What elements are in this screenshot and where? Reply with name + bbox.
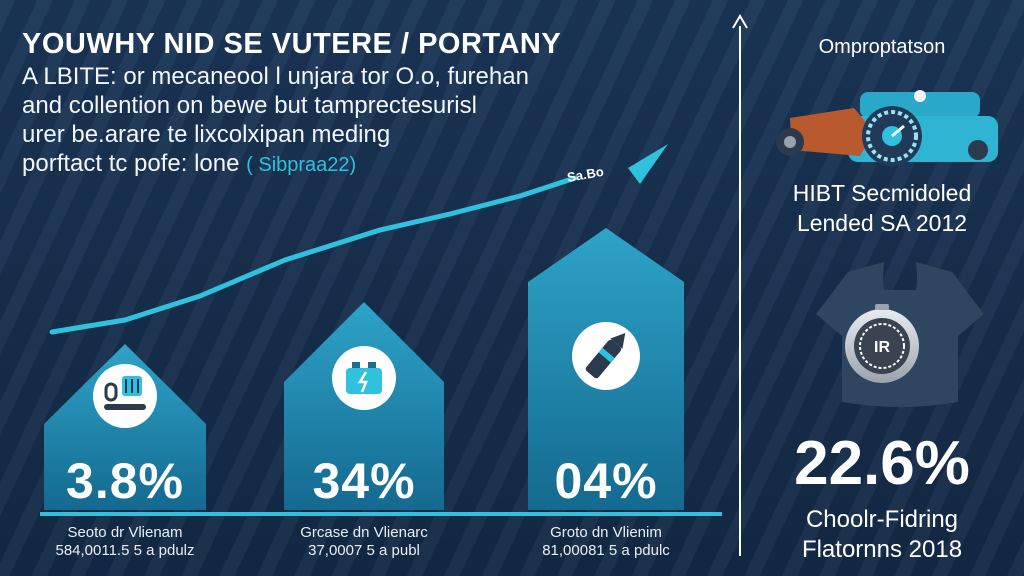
side-subtitle: HIBT Secmidoled Lended SA 2012 [740, 178, 1024, 238]
divider-arrow-icon [732, 14, 748, 29]
headline: YOUWHY NID SE VUTERE / PORTANY [22, 28, 562, 60]
intro-line-4: porftact tc pofe: lone ( Sibpraa22) [22, 149, 662, 180]
card-2-caption-line-2: 37,0007 5 a publ [308, 542, 420, 559]
card-1-percent: 3.8% [66, 453, 184, 509]
trend-line [49, 175, 578, 335]
card-1-caption: Seoto dr Vlienam 584,0011.5 5 a pdulz [25, 524, 225, 560]
intro-line-3: urer be.arare te lixcolxipan meding [22, 121, 391, 148]
side-subtitle-line-2: Lended SA 2012 [796, 210, 968, 236]
side-footer-line-2: Flatornns 2018 [801, 536, 963, 563]
badge-text: IR [874, 339, 890, 356]
trend-label: Sa.Bo [566, 164, 605, 185]
pen-icon [572, 322, 640, 390]
card-2-caption: Grcase dn Vlienarc 37,0007 5 a publ [264, 524, 464, 560]
side-title: Omproptatson [818, 36, 946, 58]
intro-line-2: and collention on bewe but tamprectesuri… [22, 92, 477, 119]
card-3-percent: 04% [554, 453, 658, 509]
wrench-tool-icon [93, 364, 157, 428]
intro-line-4-accent: ( Sibpraa22) [246, 154, 357, 176]
side-footer-line-1: Choolr-Fidring [805, 506, 959, 533]
side-footer: Choolr-Fidring Flatornns 2018 [740, 505, 1024, 565]
battery-icon [332, 346, 396, 410]
trend-arrow-icon [628, 144, 668, 184]
machine-icon [776, 90, 998, 166]
card-3-caption: Groto dn Vlienim 81,00081 5 a pdulc [506, 524, 706, 560]
shirt-badge-icon [816, 262, 984, 407]
card-1-caption-line-2: 584,0011.5 5 a pdulz [55, 542, 195, 559]
side-big-percent: 22.6% [794, 429, 970, 498]
intro-text: A LBITE: or mecaneool l unjara tor O.o, … [22, 62, 662, 180]
intro-line-4-main: porftact tc pofe: lone [22, 150, 240, 177]
card-3-caption-line-2: 81,00081 5 a pdulc [542, 542, 670, 559]
card-2-percent: 34% [312, 453, 416, 509]
card-1-caption-line-1: Seoto dr Vlienam [67, 524, 183, 541]
side-subtitle-line-1: HIBT Secmidoled [792, 180, 972, 206]
card-3-caption-line-1: Groto dn Vlienim [550, 524, 662, 541]
card-2-caption-line-1: Grcase dn Vlienarc [300, 524, 428, 541]
intro-line-1: A LBITE: or mecaneool l unjara tor O.o, … [22, 63, 529, 90]
